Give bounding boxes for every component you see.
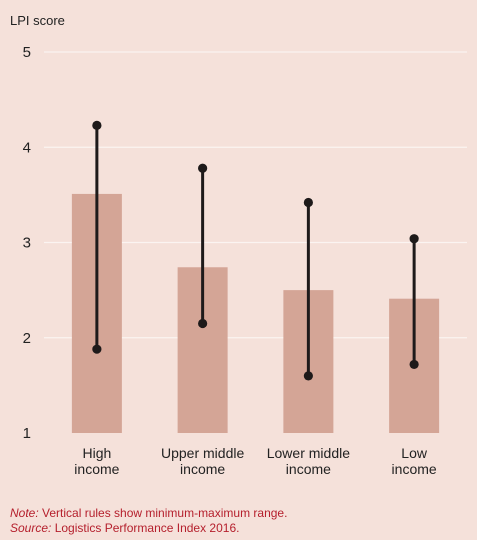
note-label: Note: (10, 506, 39, 520)
range-max-point (198, 163, 208, 173)
chart-svg: LPI score 1 2 3 4 5 High income Upper middle in… (10, 13, 467, 477)
range-min-point (409, 359, 419, 370)
range-min-point (92, 344, 102, 354)
chart: LPI score 1 2 3 4 5 High income Upper middle in… (10, 13, 467, 477)
source-text: Logistics Performance Index 2016. (51, 521, 240, 535)
x-category-label: Upper middle income (161, 445, 244, 477)
y-tick-label: 5 (23, 44, 31, 61)
y-tick-label: 1 (23, 425, 31, 442)
chart-notes: Note: Vertical rules show minimum-maximu… (10, 506, 287, 536)
range-max-point (92, 120, 102, 130)
bars (71, 193, 440, 433)
range-min-point (198, 318, 208, 329)
y-tick-label: 3 (23, 235, 31, 252)
y-tick-label: 2 (23, 330, 31, 347)
source-line: Source: Logistics Performance Index 2016… (10, 521, 287, 536)
x-category-label: Low income (392, 445, 437, 477)
range-max-point (409, 234, 419, 244)
y-tick-labels: 1 2 3 4 5 (23, 44, 31, 442)
y-axis-label: LPI score (10, 13, 65, 28)
note-text: Vertical rules show minimum-maximum rang… (38, 506, 288, 520)
range-max-point (303, 197, 313, 208)
x-category-label: Lower middle income (267, 445, 350, 477)
x-category-labels: High income Upper middle income Lower middle… (74, 445, 437, 477)
range-min-point (303, 371, 313, 381)
x-category-label: High income (74, 445, 119, 477)
source-label: Source: (10, 521, 52, 535)
range-rules (92, 120, 419, 381)
y-tick-label: 4 (23, 139, 31, 156)
note-line: Note: Vertical rules show minimum-maximu… (10, 506, 287, 521)
